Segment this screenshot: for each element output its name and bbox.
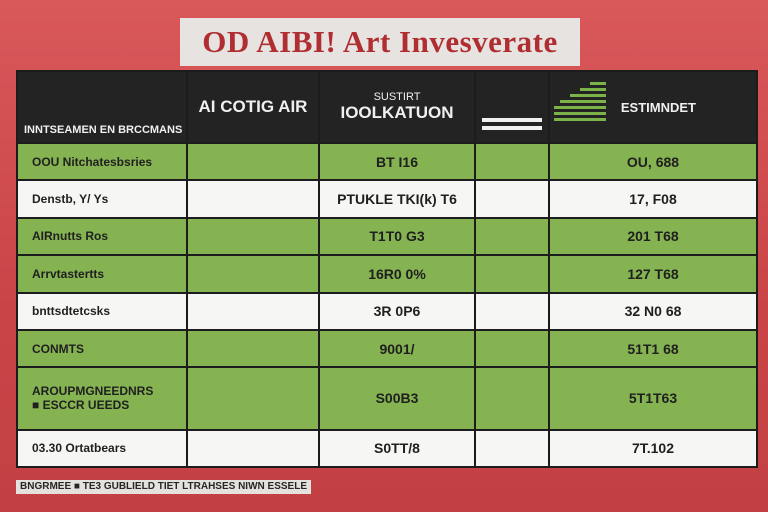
header-col-decor [474,70,550,144]
row-cell-empty [474,291,550,331]
row-estimated-value: 51T1 68 [548,328,758,369]
header-green-stripe [554,112,606,115]
header-col-cost: AI COTIG AIR [186,70,320,144]
table-row: CONMTS 9001/ 51T1 68 [16,328,758,369]
row-cell-empty [474,179,550,219]
row-label: Arrvtastertts [16,254,188,294]
row-cell-empty [474,254,550,294]
row-cell-empty [186,179,320,219]
row-cell-empty [474,428,550,469]
row-label: Denstb, Y/ Ys [16,179,188,219]
header-green-stripe [590,82,606,85]
header-green-stripe [554,106,606,109]
row-cell-empty [186,328,320,369]
header-green-stripe [570,94,606,97]
row-label: OOU Nitchatesbsries [16,141,188,182]
header-estimated-label: ESTIMNDET [620,99,696,115]
row-allocation-value: S0TT/8 [318,428,476,469]
row-cell-empty [186,254,320,294]
row-cell-empty [186,428,320,469]
row-cell-empty [186,141,320,182]
row-allocation-value: PTUKLE TKI(k) T6 [318,179,476,219]
row-estimated-value: OU, 688 [548,141,758,182]
row-estimated-value: 32 N0 68 [548,291,758,331]
row-cell-empty [186,366,320,431]
header-green-stripe [560,100,606,103]
row-cell-empty [474,328,550,369]
row-cell-empty [474,366,550,431]
table-row: AROUPMGNEEDNRS ■ ESCCR UEEDS S00B3 5T1T6… [16,366,758,431]
page-title: OD AIBI! Art Invesverate [202,24,558,59]
header-col-allocation: SUSTIRT IOOLKATUON [318,70,476,144]
row-allocation-value: BT I16 [318,141,476,182]
row-estimated-value: 5T1T63 [548,366,758,431]
title-banner: OD AIBI! Art Invesverate [180,18,580,66]
row-estimated-value: 201 T68 [548,216,758,257]
row-cell-empty [186,291,320,331]
row-allocation-value: 3R 0P6 [318,291,476,331]
header-stripe [482,126,542,130]
row-label: bnttsdtetcsks [16,291,188,331]
table-header-row: INNTSEAMEN EN BRCCMANS AI COTIG AIR SUST… [16,70,758,144]
header-green-stripe [554,118,606,121]
header-col-estimated: ESTIMNDET [548,70,758,144]
footnote: BNGRMEE ■ TE3 GUBLIELD TIET LTRAHSES NIW… [16,480,311,494]
row-label: AIRnutts Ros [16,216,188,257]
table-row: Denstb, Y/ Ys PTUKLE TKI(k) T6 17, F08 [16,179,758,219]
row-allocation-value: S00B3 [318,366,476,431]
header-allocation-sub: SUSTIRT [373,91,421,103]
header-green-stripe [580,88,606,91]
row-allocation-value: T1T0 G3 [318,216,476,257]
table-row: Arrvtastertts 16R0 0% 127 T68 [16,254,758,294]
row-cell-empty [474,216,550,257]
header-allocation-main: IOOLKATUON [340,103,454,122]
table-row: OOU Nitchatesbsries BT I16 OU, 688 [16,141,758,182]
row-label: AROUPMGNEEDNRS ■ ESCCR UEEDS [16,366,188,431]
row-estimated-value: 17, F08 [548,179,758,219]
row-label: 03.30 Ortatbears [16,428,188,469]
header-col-category: INNTSEAMEN EN BRCCMANS [16,70,188,144]
table-row: 03.30 Ortatbears S0TT/8 7T.102 [16,428,758,469]
row-allocation-value: 9001/ [318,328,476,369]
row-cell-empty [186,216,320,257]
row-label: CONMTS [16,328,188,369]
comparison-table: INNTSEAMEN EN BRCCMANS AI COTIG AIR SUST… [16,70,758,469]
table-row: AIRnutts Ros T1T0 G3 201 T68 [16,216,758,257]
row-allocation-value: 16R0 0% [318,254,476,294]
header-stripe [482,118,542,122]
table-row: bnttsdtetcsks 3R 0P6 32 N0 68 [16,291,758,331]
row-estimated-value: 127 T68 [548,254,758,294]
row-estimated-value: 7T.102 [548,428,758,469]
row-cell-empty [474,141,550,182]
